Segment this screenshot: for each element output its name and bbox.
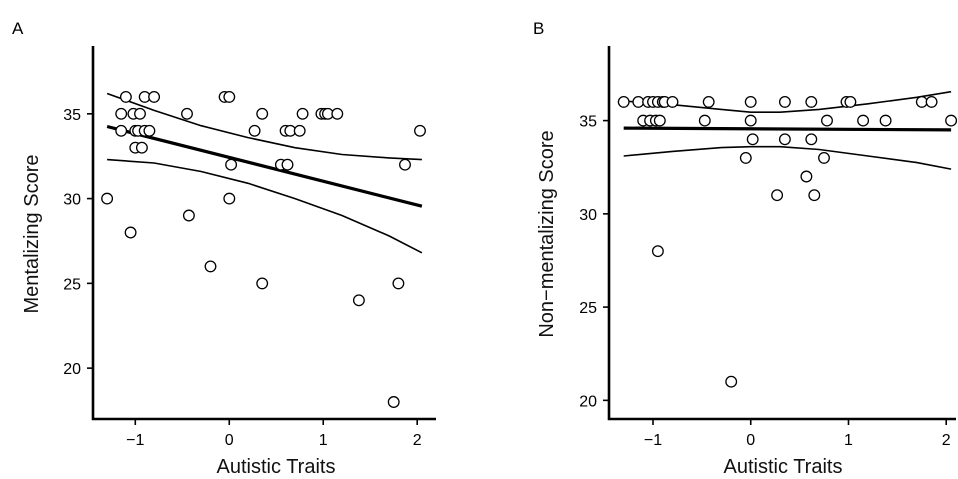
panel-a-data-point	[225, 158, 238, 171]
panel-a-marks	[101, 90, 426, 408]
panel-b-data-point	[746, 133, 759, 146]
panel-b-data-point	[653, 114, 666, 127]
panel-b-ticks: −1 0 1 2 20 25 30 35	[579, 114, 951, 449]
panel-b-data-point	[805, 133, 818, 146]
panel-b-x-tick-label: 0	[746, 432, 755, 449]
panel-b-data-point	[800, 170, 813, 183]
panel-b-y-tick-label: 20	[579, 393, 597, 410]
panel-a-y-tick-label: 20	[63, 361, 81, 378]
panel-a-x-tick-label: 2	[413, 432, 422, 449]
panel-a-data-point	[119, 90, 132, 103]
panel-a-data-point	[181, 107, 193, 120]
panel-a-y-tick-label: 25	[63, 276, 81, 293]
panel-a-data-point	[134, 107, 146, 120]
panel-b-regression-line	[623, 126, 952, 132]
panel-b-ci-upper	[623, 90, 952, 113]
panel-a-data-point	[115, 124, 128, 137]
panel-b-data-point	[771, 189, 784, 202]
panel-a-x-title: Autistic Traits	[217, 456, 336, 478]
panel-b-data-point	[744, 95, 757, 108]
panel-b-data-point	[698, 114, 711, 127]
panel-b-x-tick-label: 2	[942, 432, 951, 449]
panel-b-data-point	[739, 151, 752, 164]
panel-b-data-point	[702, 95, 715, 108]
panel-a-data-point	[281, 158, 294, 171]
panel-a-data-point	[148, 90, 161, 103]
panel-a-y-tick-label: 35	[63, 107, 81, 124]
panel-a-y-tick-label: 30	[63, 192, 81, 209]
panel-b-y-tick-label: 25	[579, 300, 597, 317]
panel-a-data-point	[387, 396, 400, 408]
panel-b-data-point	[821, 114, 833, 127]
panel-a-data-point	[392, 277, 405, 290]
panel-a-data-point	[204, 260, 217, 273]
panel-a-data-point	[293, 124, 306, 137]
panel-a-data-point	[256, 107, 269, 120]
panel-a-data-point	[115, 107, 128, 120]
panel-b-data-point	[844, 95, 857, 108]
panel-a-regression-line	[106, 124, 423, 208]
panel-a-y-title: Mentalizing Score	[21, 155, 43, 314]
panel-b-y-tick-label: 30	[579, 207, 597, 224]
panel-b-x-title: Autistic Traits	[724, 456, 843, 478]
panel-b-data-point	[632, 95, 645, 108]
panel-a-data-point	[101, 192, 114, 205]
panel-a-data-point	[414, 124, 426, 137]
panel-a-x-tick-label: −1	[126, 432, 144, 449]
panel-b-data-point	[818, 151, 830, 164]
panel-a-data-point	[124, 226, 137, 239]
panel-b-y-title: Non−mentalizing Score	[536, 130, 558, 337]
panel-b-data-point	[915, 95, 928, 108]
panel-a-data-point	[296, 107, 309, 120]
panel-b-data-point	[651, 245, 664, 258]
panel-b-data-point	[778, 133, 791, 146]
panel-b-data-point	[808, 189, 821, 202]
panel-a-ci-upper	[106, 92, 422, 161]
panel-b: B −1 0 1 2 20 25 30 35 Autistic Traits Non−ment…	[533, 19, 958, 478]
panel-a-data-point	[223, 90, 236, 103]
panel-a-data-point	[135, 141, 148, 154]
panel-a-data-point	[331, 107, 344, 120]
panel-b-data-point	[617, 95, 630, 108]
panel-b-data-point	[744, 114, 757, 127]
panel-a-ticks: −1 0 1 2 20 25 30 35	[63, 107, 422, 449]
panel-b-letter: B	[533, 19, 544, 38]
panel-b-data-point	[857, 114, 870, 127]
panel-b-data-point	[925, 95, 938, 108]
panel-b-data-point	[778, 95, 791, 108]
panel-a-data-point	[352, 294, 365, 307]
panel-a-data-point	[399, 158, 411, 171]
panel-a-ci-lower	[107, 158, 423, 254]
panel-b-data-point	[666, 95, 679, 108]
panel-a-letter: A	[12, 19, 24, 38]
panel-b-data-point	[725, 375, 738, 388]
panel-a-data-point	[256, 277, 269, 290]
panel-b-data-point	[805, 95, 818, 108]
panel-a: A −1 0 1 2 20 25 30 35 Autistic Traits Mentaliz…	[12, 19, 436, 478]
panel-b-axes	[607, 46, 956, 421]
panel-b-ci-lower	[623, 145, 952, 170]
panel-b-data-point	[879, 114, 892, 127]
panel-b-y-tick-label: 35	[579, 114, 597, 131]
panel-a-x-tick-label: 1	[319, 432, 328, 449]
panel-b-marks	[617, 90, 958, 388]
panel-b-x-tick-label: 1	[844, 432, 853, 449]
panel-a-data-point	[248, 124, 261, 137]
panel-a-data-point	[223, 192, 236, 205]
panel-a-x-tick-label: 0	[225, 432, 234, 449]
panel-a-data-point	[182, 209, 195, 222]
panel-b-x-tick-label: −1	[644, 432, 662, 449]
panel-a-axes	[91, 46, 436, 421]
panel-b-data-point	[945, 114, 958, 127]
panel-a-data-point	[143, 124, 156, 137]
